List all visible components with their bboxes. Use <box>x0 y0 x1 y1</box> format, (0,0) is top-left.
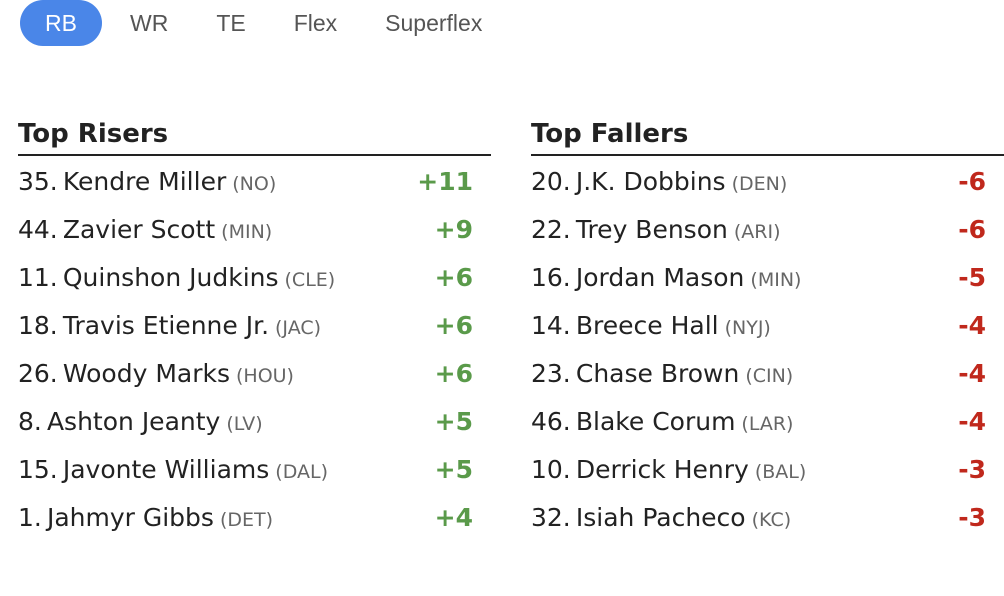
player-rank: 20. <box>531 167 571 196</box>
player-team: (CLE) <box>284 269 336 291</box>
risers-list: 35. Kendre Miller (NO) +11 44. Zavier Scot… <box>18 156 491 540</box>
riser-row: 44. Zavier Scott (MIN) +9 <box>18 204 491 252</box>
tab-flex[interactable]: Flex <box>293 9 338 36</box>
faller-row: 14. Breece Hall (NYJ) -4 <box>531 300 1004 348</box>
player-name: Ashton Jeanty <box>46 407 221 436</box>
tab-wr[interactable]: WR <box>130 9 169 36</box>
rank-change: -6 <box>958 167 986 196</box>
player-rank: 44. <box>18 215 58 244</box>
player-team: (LAR) <box>741 413 794 435</box>
faller-row: 16. Jordan Mason (MIN) -5 <box>531 252 1004 300</box>
player-name: Chase Brown <box>575 359 740 388</box>
player-team: (JAC) <box>275 317 322 339</box>
fallers-list: 20. J.K. Dobbins (DEN) -6 22. Trey Benson(… <box>531 156 1004 540</box>
player-name: J.K. Dobbins <box>575 167 726 196</box>
player-rank: 15. <box>18 455 58 484</box>
player-name: Derrick Henry <box>575 455 749 484</box>
tab-rb[interactable]: RB <box>20 0 102 46</box>
player-name: Zavier Scott <box>62 215 216 244</box>
rank-change: -6 <box>958 215 986 244</box>
player-team: (LV) <box>226 413 263 435</box>
top-fallers-panel: Top Fallers 20. J.K. Dobbins (DEN) -6 22. … <box>531 116 1004 540</box>
riser-row: 11. Quinshon Judkins (CLE) +6 <box>18 252 491 300</box>
rank-change: -5 <box>958 263 986 292</box>
rank-change: +6 <box>434 359 473 388</box>
player-rank: 46. <box>531 407 571 436</box>
faller-row: 46. Blake Corum (LAR) -4 <box>531 396 1004 444</box>
rank-change: +5 <box>434 407 473 436</box>
player-team: (NO) <box>232 173 277 195</box>
player-rank: 1. <box>18 503 42 532</box>
rank-change: +6 <box>434 311 473 340</box>
rank-change: -4 <box>958 407 986 436</box>
player-rank: 14. <box>531 311 571 340</box>
faller-row: 10. Derrick Henry (BAL) -3 <box>531 444 1004 492</box>
rank-change: -3 <box>958 503 986 532</box>
player-name: Travis Etienne Jr. <box>62 311 270 340</box>
player-team: (ARI) <box>733 221 781 243</box>
player-rank: 18. <box>18 311 58 340</box>
riser-row: 18. Travis Etienne Jr. (JAC) +6 <box>18 300 491 348</box>
player-rank: 26. <box>18 359 58 388</box>
player-name: Kendre Miller <box>62 167 227 196</box>
faller-row: 23. Chase Brown (CIN) -4 <box>531 348 1004 396</box>
player-team: (BAL) <box>754 461 807 483</box>
riser-row: 8. Ashton Jeanty (LV) +5 <box>18 396 491 444</box>
player-team: (NYJ) <box>724 317 771 339</box>
faller-row: 22. Trey Benson (ARI) -6 <box>531 204 1004 252</box>
player-team: (HOU) <box>236 365 294 387</box>
player-name: Jordan Mason <box>575 263 745 292</box>
player-team: (MIN) <box>750 269 802 291</box>
player-name: Blake Corum <box>575 407 736 436</box>
player-team: (CIN) <box>745 365 794 387</box>
tab-superflex[interactable]: Superflex <box>385 9 483 36</box>
player-rank: 23. <box>531 359 571 388</box>
player-rank: 22. <box>531 215 571 244</box>
player-rank: 32. <box>531 503 571 532</box>
player-name: Quinshon Judkins <box>62 263 279 292</box>
rank-change: +4 <box>434 503 473 532</box>
player-name: Isiah Pacheco <box>575 503 746 532</box>
top-risers-panel: Top Risers 35. Kendre Miller (NO) +11 44. … <box>18 116 491 540</box>
riser-row: 26. Woody Marks (HOU) +6 <box>18 348 491 396</box>
riser-row: 1. Jahmyr Gibbs (DET) +4 <box>18 492 491 540</box>
player-rank: 10. <box>531 455 571 484</box>
player-team: (DEN) <box>731 173 788 195</box>
player-name: Trey Benson <box>575 215 728 244</box>
player-name: Jahmyr Gibbs <box>46 503 214 532</box>
player-team: (DAL) <box>275 461 328 483</box>
rank-change: +11 <box>417 167 473 196</box>
rank-change: -3 <box>958 455 986 484</box>
position-tabs: RB WR TE Flex Superflex <box>20 0 510 46</box>
player-team: (MIN) <box>221 221 273 243</box>
faller-row: 20. J.K. Dobbins (DEN) -6 <box>531 156 1004 204</box>
player-rank: 8. <box>18 407 42 436</box>
rank-change: +5 <box>434 455 473 484</box>
rank-change: -4 <box>958 311 986 340</box>
top-fallers-title: Top Fallers <box>531 116 1004 156</box>
top-risers-title: Top Risers <box>18 116 491 156</box>
player-team: (KC) <box>751 509 792 531</box>
player-name: Javonte Williams <box>62 455 270 484</box>
rank-change: +9 <box>434 215 473 244</box>
riser-row: 15. Javonte Williams (DAL) +5 <box>18 444 491 492</box>
faller-row: 32. Isiah Pacheco (KC) -3 <box>531 492 1004 540</box>
tab-te[interactable]: TE <box>216 9 246 36</box>
rank-change: +6 <box>434 263 473 292</box>
player-team: (DET) <box>219 509 274 531</box>
riser-row: 35. Kendre Miller (NO) +11 <box>18 156 491 204</box>
rank-change: -4 <box>958 359 986 388</box>
player-name: Breece Hall <box>575 311 719 340</box>
player-rank: 35. <box>18 167 58 196</box>
player-rank: 16. <box>531 263 571 292</box>
player-rank: 11. <box>18 263 58 292</box>
player-name: Woody Marks <box>62 359 230 388</box>
